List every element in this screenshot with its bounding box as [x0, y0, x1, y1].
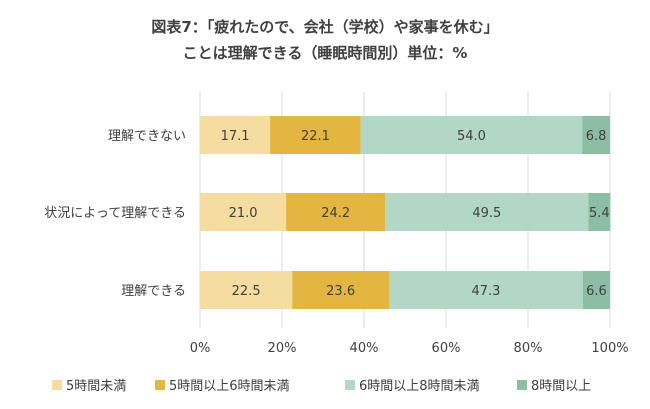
data-label: 6.8 — [586, 129, 607, 144]
bar-segment — [270, 116, 361, 154]
legend-label: 8時間以上 — [531, 379, 591, 394]
bar-segment — [582, 116, 610, 154]
category-label: 理解できない — [108, 129, 186, 144]
bar-segment — [588, 193, 611, 231]
data-label: 47.3 — [471, 284, 500, 299]
chart-title-line-1: 図表7：「疲れたので、会社（学校）や家事を休む」 — [151, 18, 499, 36]
data-label: 6.6 — [586, 284, 607, 299]
x-tick-label: 80% — [514, 341, 543, 356]
category-label: 理解できる — [121, 284, 186, 299]
bar-segment — [385, 193, 589, 231]
category-label: 状況によって理解できる — [44, 206, 186, 221]
data-label: 21.0 — [229, 206, 258, 221]
data-label: 49.5 — [472, 206, 501, 221]
data-label: 54.0 — [457, 129, 486, 144]
legend-label: 5時間以上6時間未満 — [169, 379, 290, 394]
x-tick-label: 40% — [350, 341, 379, 356]
bar-segment — [360, 116, 583, 154]
bar-segment — [200, 271, 293, 309]
data-label: 22.5 — [232, 284, 261, 299]
legend-label: 6時間以上8時間未満 — [359, 379, 480, 394]
data-label: 22.1 — [301, 129, 330, 144]
data-label: 5.4 — [589, 206, 610, 221]
x-tick-label: 60% — [432, 341, 461, 356]
data-label: 23.6 — [326, 284, 355, 299]
legend-swatch — [517, 380, 527, 390]
bar-segment — [389, 271, 583, 309]
bar-segment — [582, 271, 610, 309]
bar-segment — [292, 271, 390, 309]
legend-swatch — [345, 380, 355, 390]
legend-swatch — [52, 380, 62, 390]
x-tick-label: 0% — [190, 341, 211, 356]
chart-title-line-2: ことは理解できる（睡眠時間別）単位：% — [182, 44, 468, 62]
legend-label: 5時間未満 — [66, 379, 126, 394]
legend-swatch — [155, 380, 165, 390]
data-label: 17.1 — [221, 129, 250, 144]
x-tick-label: 20% — [268, 341, 297, 356]
bar-segment — [286, 193, 386, 231]
data-label: 24.2 — [321, 206, 350, 221]
x-tick-label: 100% — [591, 341, 628, 356]
bar-segment — [200, 116, 271, 154]
bar-segment — [200, 193, 287, 231]
